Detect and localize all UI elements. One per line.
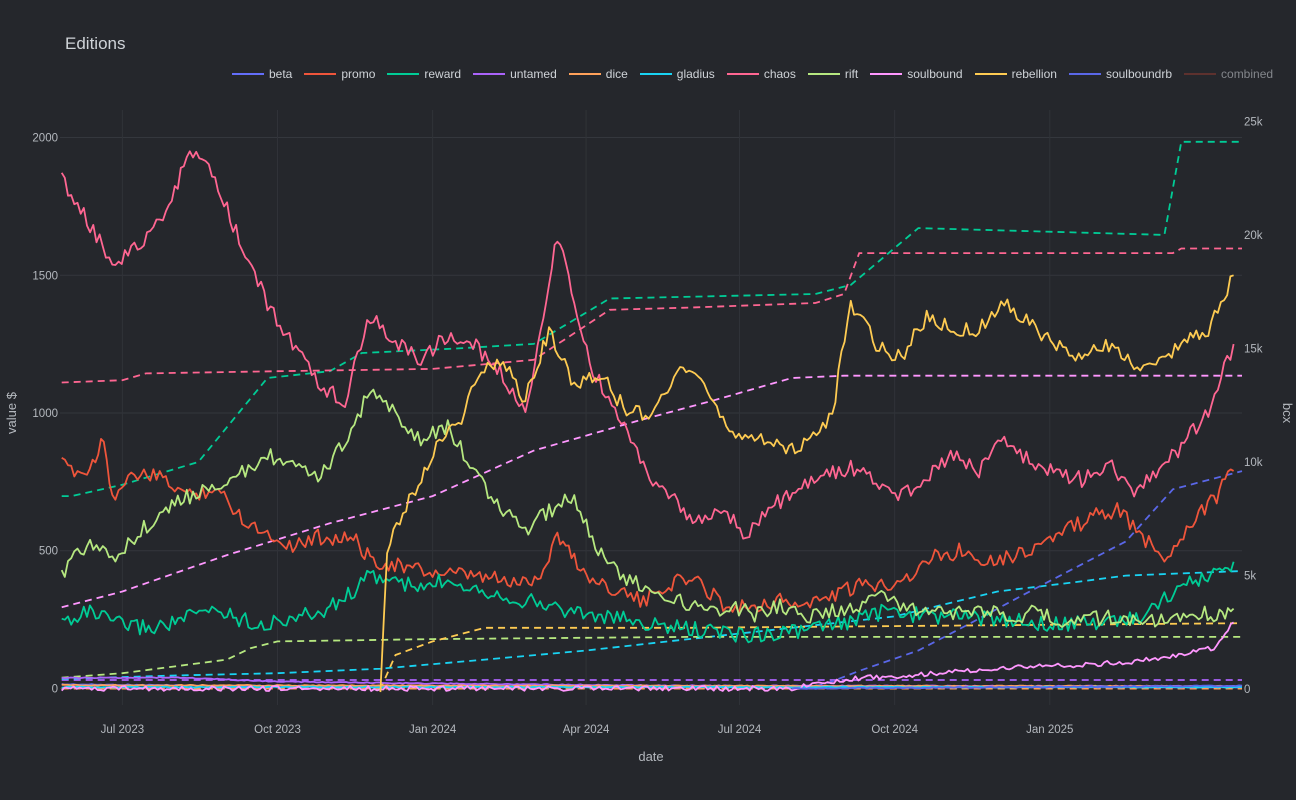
x-tick-label: Oct 2023 (254, 724, 301, 736)
gridlines (60, 110, 1242, 705)
legend-swatch (726, 73, 759, 75)
value-line-chaos (60, 150, 1235, 540)
legend-swatch (568, 73, 601, 75)
chart-title: Editions (65, 34, 126, 53)
value-line-soulboundrb (791, 684, 1243, 690)
y-tick-label: 1000 (32, 408, 58, 420)
value-line-rebellion (379, 274, 1234, 693)
legend-swatch (870, 73, 903, 75)
legend-item-rebellion[interactable]: rebellion (974, 67, 1057, 81)
y-tick-label: 1500 (32, 270, 58, 282)
legend-swatch (974, 73, 1007, 75)
x-tick-label: Oct 2024 (871, 724, 918, 736)
legend-item-gladius[interactable]: gladius (639, 67, 715, 81)
y2-tick-label: 5k (1244, 571, 1256, 583)
legend-item-dice[interactable]: dice (568, 67, 628, 81)
legend-label: reward (424, 67, 462, 81)
bcx-line-soulbound (61, 374, 1242, 609)
y2-axis-title: bcx (1280, 403, 1295, 424)
legend-swatch (639, 73, 672, 75)
y-tick-label: 2000 (32, 133, 58, 145)
legend-item-reward[interactable]: reward (387, 67, 461, 81)
legend-item-promo[interactable]: promo (304, 67, 375, 81)
legend-item-rift[interactable]: rift (807, 67, 859, 81)
x-axis-title: date (638, 749, 663, 764)
legend-swatch (1068, 73, 1101, 75)
legend-item-soulbound[interactable]: soulbound (870, 67, 963, 81)
legend-label: dice (605, 67, 628, 81)
x-tick-label: Jul 2023 (101, 724, 144, 736)
legend-label: soulboundrb (1105, 67, 1173, 81)
value-line-reward (61, 561, 1235, 644)
x-tick-label: Jan 2024 (409, 724, 457, 736)
bcx-line-chaos (61, 247, 1242, 384)
x-tick-label: Jan 2025 (1026, 724, 1073, 736)
legend-label: untamed (510, 67, 557, 81)
legend-label: rebellion (1011, 67, 1057, 81)
legend-label: gladius (676, 67, 715, 81)
legend-item-beta[interactable]: beta (232, 67, 292, 81)
bcx-line-gladius (61, 570, 1243, 680)
x-tick-label: Apr 2024 (563, 724, 610, 736)
bcx-line-rift (61, 636, 1242, 679)
legend-label: combined (1221, 67, 1274, 81)
legend-label: beta (269, 67, 293, 81)
value-line-rift (60, 388, 1235, 628)
legend-item-chaos[interactable]: chaos (726, 67, 796, 81)
y2-tick-label: 25k (1244, 116, 1263, 128)
y2-tick-label: 0 (1244, 684, 1250, 696)
legend-swatch (807, 73, 840, 75)
legend-item-combined[interactable]: combined (1184, 67, 1273, 81)
legend-label: chaos (763, 67, 796, 81)
value-solid-series (60, 150, 1243, 693)
x-tick-label: Jul 2024 (718, 724, 762, 736)
legend-item-soulboundrb[interactable]: soulboundrb (1068, 67, 1173, 81)
legend-label: rift (844, 67, 859, 81)
y-tick-label: 0 (52, 683, 58, 695)
chart-legend[interactable]: beta promo reward untamed dice gladius chaos ri… (232, 66, 1285, 82)
y2-tick-label: 15k (1244, 343, 1263, 355)
bcx-line-reward (61, 140, 1242, 497)
legend-swatch (232, 73, 264, 75)
legend-label: promo (341, 67, 376, 81)
y2-tick-label: 10k (1244, 457, 1263, 469)
y2-tick-label: 20k (1244, 230, 1263, 242)
axis-ticks: 0 500 1000 1500 2000 Jul 2023 Oct 2023 Jan 2024… (32, 116, 1262, 736)
legend-label: soulbound (907, 67, 963, 81)
legend-swatch (304, 73, 337, 75)
y-tick-label: 500 (39, 546, 58, 558)
bcx-line-soulboundrb (791, 470, 1243, 690)
legend-item-untamed[interactable]: untamed (473, 67, 557, 81)
legend-swatch (1184, 73, 1217, 75)
legend-swatch (473, 73, 506, 75)
legend-swatch (387, 73, 420, 75)
value-line-promo (61, 438, 1235, 614)
y-axis-title: value $ (4, 391, 19, 434)
value-line-soulbound (61, 621, 1235, 692)
